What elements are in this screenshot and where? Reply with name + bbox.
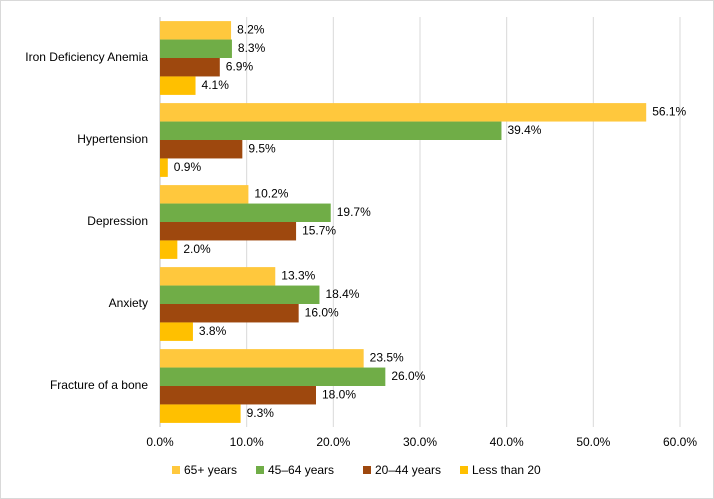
bar — [160, 322, 193, 341]
legend-swatch — [460, 466, 468, 474]
bar — [160, 39, 232, 58]
data-label: 4.1% — [202, 78, 230, 92]
legend-swatch — [256, 466, 264, 474]
x-tick-label: 50.0% — [576, 435, 610, 449]
bar — [160, 267, 276, 286]
bar — [160, 58, 220, 77]
x-tick-label: 40.0% — [490, 435, 524, 449]
x-tick-label: 0.0% — [146, 435, 174, 449]
legend-label: 20–44 years — [375, 463, 441, 477]
bar — [160, 185, 249, 204]
bar — [160, 103, 647, 122]
legend-swatch — [172, 466, 180, 474]
category-label: Fracture of a bone — [50, 378, 148, 392]
category-label: Hypertension — [77, 132, 148, 146]
category-label: Iron Deficiency Anemia — [25, 50, 148, 64]
x-tick-label: 10.0% — [230, 435, 264, 449]
data-label: 9.5% — [248, 141, 276, 155]
data-label: 56.1% — [652, 104, 686, 118]
bar — [160, 222, 297, 241]
data-label: 39.4% — [507, 123, 541, 137]
bar — [160, 386, 316, 405]
legend-label: Less than 20 — [472, 463, 541, 477]
legend-label: 65+ years — [184, 463, 237, 477]
bar — [160, 367, 386, 386]
bar — [160, 121, 502, 140]
category-label: Depression — [87, 214, 148, 228]
data-label: 3.8% — [199, 324, 227, 338]
data-label: 18.4% — [325, 287, 359, 301]
bar — [160, 285, 320, 304]
bar — [160, 404, 241, 423]
legend-label: 45–64 years — [268, 463, 334, 477]
data-label: 8.3% — [238, 41, 266, 55]
bar — [160, 240, 178, 259]
data-label: 26.0% — [391, 369, 425, 383]
category-label: Anxiety — [109, 296, 148, 310]
data-label: 13.3% — [281, 268, 315, 282]
legend-swatch — [363, 466, 371, 474]
bar — [160, 21, 232, 40]
bar — [160, 76, 196, 95]
x-tick-label: 60.0% — [663, 435, 697, 449]
bar — [160, 349, 364, 368]
data-label: 15.7% — [302, 223, 336, 237]
bar — [160, 140, 243, 159]
data-label: 9.3% — [247, 406, 275, 420]
data-label: 19.7% — [337, 205, 371, 219]
data-label: 6.9% — [226, 59, 254, 73]
x-tick-label: 20.0% — [316, 435, 350, 449]
bar — [160, 304, 299, 323]
data-label: 2.0% — [183, 242, 211, 256]
x-tick-label: 30.0% — [403, 435, 437, 449]
data-label: 0.9% — [174, 160, 202, 174]
data-label: 18.0% — [322, 387, 356, 401]
data-label: 8.2% — [237, 22, 265, 36]
bar — [160, 158, 168, 177]
bar — [160, 203, 331, 222]
data-label: 10.2% — [254, 186, 288, 200]
data-label: 23.5% — [370, 350, 404, 364]
data-label: 16.0% — [305, 305, 339, 319]
